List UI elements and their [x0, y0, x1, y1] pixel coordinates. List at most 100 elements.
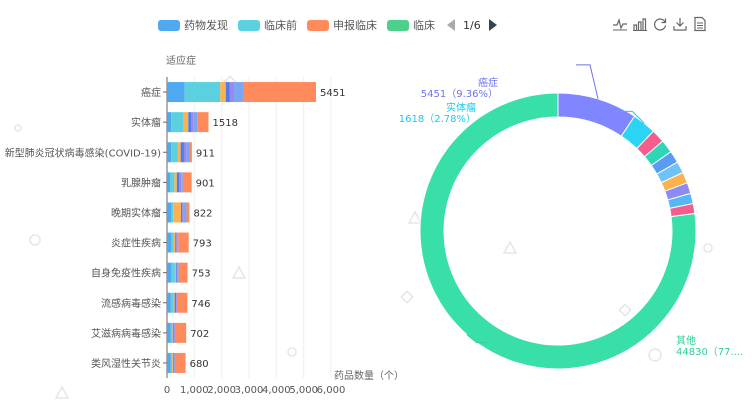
bar-segment — [174, 172, 177, 193]
pager-next-icon[interactable] — [488, 19, 497, 31]
x-tick-label: 0 — [164, 385, 170, 396]
x-tick-label: 3,000 — [235, 385, 264, 396]
bar-segment — [229, 82, 234, 103]
donut-label-name: 癌症 — [478, 76, 498, 89]
donut-label-name: 其他 — [676, 334, 696, 347]
bar-segment — [188, 112, 192, 133]
bar-segment — [173, 202, 181, 223]
bar-segment — [233, 82, 244, 103]
bar-segment — [186, 202, 190, 223]
bar-segment — [167, 322, 171, 343]
bar-segment — [172, 322, 174, 343]
x-tick-label: 6,000 — [317, 385, 346, 396]
legend-item-ind-filing[interactable]: 申报临床 — [307, 17, 377, 33]
bar-total-label: 793 — [193, 239, 212, 250]
data-view-icon[interactable] — [692, 16, 708, 32]
deco-circle — [648, 348, 662, 362]
bar-total-label: 5451 — [320, 88, 345, 99]
x-tick-label: 5,000 — [289, 385, 318, 396]
bar-segment — [189, 142, 192, 163]
bar-segment — [167, 232, 172, 253]
bar-segment — [167, 292, 171, 313]
bar-segment — [174, 322, 176, 343]
y-tick-label: 类风湿性关节炎 — [91, 357, 161, 370]
legend: 药物发现 临床前 申报临床 临床 1/6 — [158, 17, 497, 33]
bar-segment — [175, 232, 177, 253]
legend-item-clinical[interactable]: 临床 — [387, 17, 435, 33]
bar-segment — [173, 352, 174, 373]
download-icon[interactable] — [672, 16, 688, 32]
toolbox — [612, 16, 708, 32]
bar-chart-icon[interactable] — [632, 16, 648, 32]
bar-segment — [225, 82, 230, 103]
bar-segment — [173, 322, 175, 343]
line-chart-icon[interactable] — [612, 16, 628, 32]
donut-label-value: 5451（9.36%） — [421, 88, 498, 100]
bar-segment — [177, 232, 179, 253]
deco-circle — [14, 124, 22, 132]
bar-total-label: 822 — [193, 208, 212, 219]
bar-segment — [171, 232, 174, 253]
deco-triangle — [407, 210, 423, 224]
deco-triangle — [502, 240, 518, 254]
bar-segment — [173, 232, 176, 253]
legend-item-preclinical[interactable]: 临床前 — [238, 17, 297, 33]
bar-segment — [184, 82, 221, 103]
y-tick-label: 自身免疫性疾病 — [91, 267, 161, 280]
bar-segment — [171, 142, 178, 163]
bar-segment — [182, 172, 192, 193]
donut-label-value: 1618（2.78%） — [399, 113, 476, 125]
legend-pager: 1/6 — [447, 19, 497, 32]
restore-icon[interactable] — [652, 16, 668, 32]
bar-segment — [176, 172, 180, 193]
donut-label-name: 实体瘤 — [446, 101, 476, 114]
donut-slice — [557, 92, 636, 137]
x-axis-title: 药品数量（个） — [334, 369, 404, 382]
donut-label-line — [466, 334, 487, 344]
y-tick-label: 艾滋病病毒感染 — [91, 327, 161, 340]
deco-triangle — [54, 385, 70, 399]
bar-segment — [176, 292, 177, 313]
bar-segment — [174, 262, 177, 283]
bar-segment — [170, 352, 173, 373]
bar-segment — [183, 202, 187, 223]
legend-label-clinical: 临床 — [413, 19, 435, 32]
bar-segment — [178, 262, 188, 283]
bar-segment — [167, 352, 171, 373]
bar-segment — [180, 202, 183, 223]
bar-segment — [220, 82, 226, 103]
bar-total-label: 680 — [190, 359, 209, 370]
legend-swatch-ind-filing — [307, 19, 329, 31]
bar-segment — [174, 352, 176, 373]
x-tick-label: 2,000 — [207, 385, 236, 396]
y-tick-label: 乳腺肿瘤 — [121, 176, 161, 189]
bar-segment — [197, 112, 209, 133]
bar-segment — [176, 232, 178, 253]
bar-total-label: 702 — [190, 329, 209, 340]
pager-count: 1/6 — [463, 18, 481, 32]
bar-segment — [177, 262, 179, 283]
legend-label-preclinical: 临床前 — [264, 19, 297, 32]
pager-prev-icon[interactable] — [447, 19, 455, 31]
bar-segment — [167, 172, 171, 193]
bar-total-label: 901 — [196, 178, 215, 189]
bar-segment — [171, 262, 175, 283]
bar-segment — [176, 292, 178, 313]
bar-segment — [177, 142, 181, 163]
y-tick-label: 癌症 — [141, 86, 161, 99]
y-tick-label: 炎症性疾病 — [111, 237, 161, 250]
bar-segment — [171, 202, 174, 223]
bar-segment — [179, 172, 182, 193]
bar-segment — [167, 142, 172, 163]
bar-segment — [170, 322, 173, 343]
bar-segment — [171, 112, 184, 133]
bar-total-label: 1518 — [212, 118, 237, 129]
bar-segment — [176, 262, 177, 283]
bar-segment — [177, 292, 188, 313]
bar-total-label: 746 — [191, 299, 210, 310]
deco-circle — [29, 234, 41, 246]
bar-segment — [175, 352, 186, 373]
legend-item-drug-discovery[interactable]: 药物发现 — [158, 17, 228, 33]
